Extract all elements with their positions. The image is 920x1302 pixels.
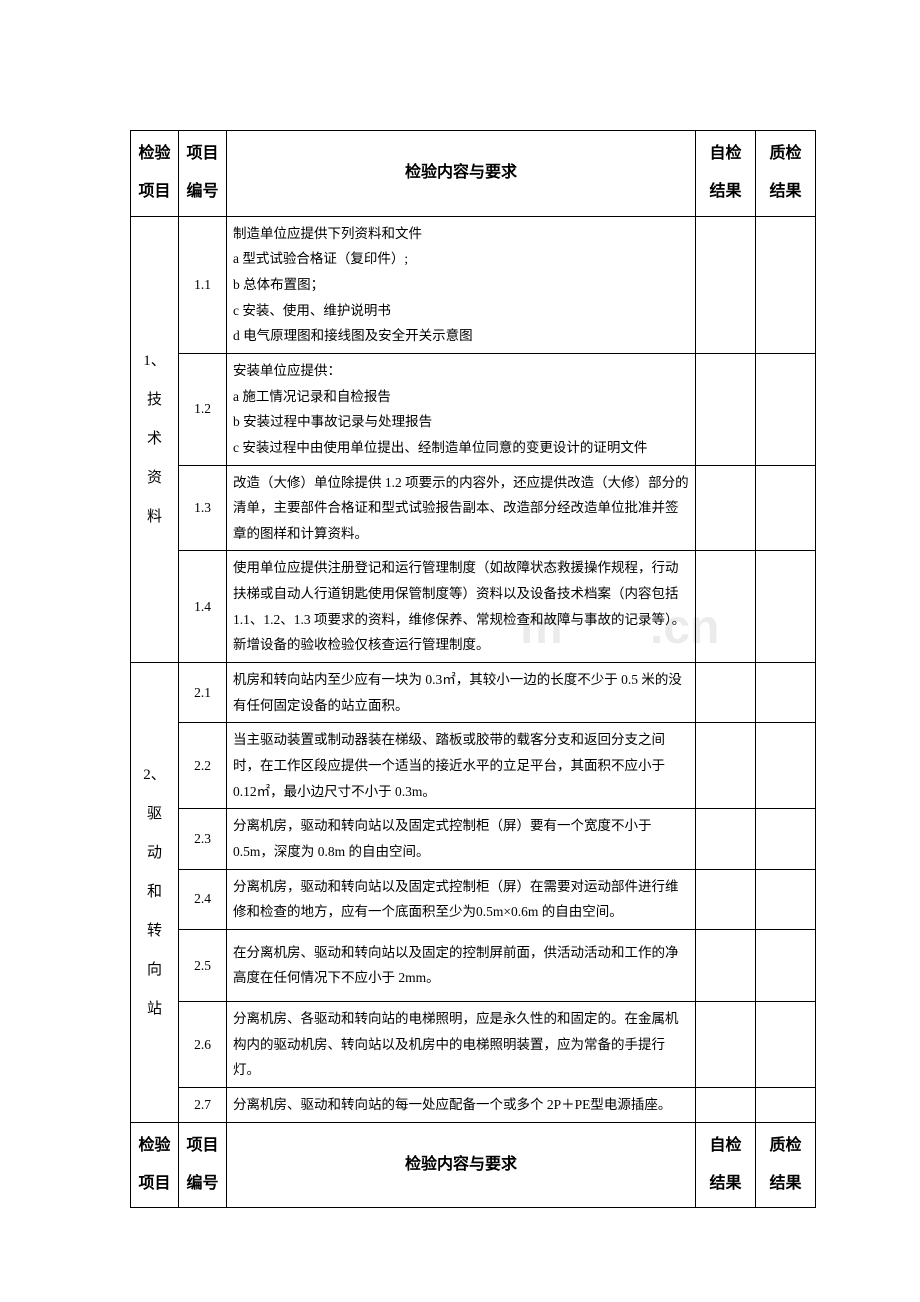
qc-cell bbox=[756, 663, 816, 723]
num-cell: 1.1 bbox=[179, 216, 227, 353]
table-row: 1.4 使用单位应提供注册登记和运行管理制度（如故障状态救援操作规程，行动扶梯或… bbox=[131, 551, 816, 663]
num-cell: 2.6 bbox=[179, 1002, 227, 1088]
qc-cell bbox=[756, 353, 816, 465]
content-cell: 制造单位应提供下列资料和文件 a 型式试验合格证（复印件）; b 总体布置图； … bbox=[227, 216, 696, 353]
num-cell: 2.7 bbox=[179, 1088, 227, 1123]
num-cell: 1.4 bbox=[179, 551, 227, 663]
self-cell bbox=[696, 869, 756, 929]
num-cell: 1.2 bbox=[179, 353, 227, 465]
header-content: 检验内容与要求 bbox=[227, 131, 696, 217]
num-cell: 2.2 bbox=[179, 723, 227, 809]
header-number: 项目编号 bbox=[179, 131, 227, 217]
table-header-row: 检验项目 项目编号 检验内容与要求 自检结果 质检结果 bbox=[131, 131, 816, 217]
qc-cell bbox=[756, 929, 816, 1001]
qc-cell bbox=[756, 869, 816, 929]
header-content: 检验内容与要求 bbox=[227, 1122, 696, 1208]
content-cell: 在分离机房、驱动和转向站以及固定的控制屏前面，供活动活动和工作的净高度在任何情况… bbox=[227, 929, 696, 1001]
content-cell: 分离机房、各驱动和转向站的电梯照明，应是永久性的和固定的。在金属机构内的驱动机房… bbox=[227, 1002, 696, 1088]
table-header-row: 检验项目 项目编号 检验内容与要求 自检结果 质检结果 bbox=[131, 1122, 816, 1208]
self-cell bbox=[696, 551, 756, 663]
qc-cell bbox=[756, 551, 816, 663]
self-cell bbox=[696, 723, 756, 809]
content-cell: 改造（大修）单位除提供 1.2 项要示的内容外，还应提供改造（大修）部分的清单，… bbox=[227, 465, 696, 551]
header-self: 自检结果 bbox=[696, 131, 756, 217]
content-cell: 机房和转向站内至少应有一块为 0.3㎡，其较小一边的长度不少于 0.5 米的没有… bbox=[227, 663, 696, 723]
self-cell bbox=[696, 1002, 756, 1088]
self-cell bbox=[696, 1088, 756, 1123]
content-cell: 使用单位应提供注册登记和运行管理制度（如故障状态救援操作规程，行动扶梯或自动人行… bbox=[227, 551, 696, 663]
num-cell: 2.4 bbox=[179, 869, 227, 929]
inspection-table: 检验项目 项目编号 检验内容与要求 自检结果 质检结果 1、 技 术 资 料 1… bbox=[130, 130, 816, 1208]
table-row: 2.2 当主驱动装置或制动器装在梯级、踏板或胶带的载客分支和返回分支之间时，在工… bbox=[131, 723, 816, 809]
qc-cell bbox=[756, 723, 816, 809]
qc-cell bbox=[756, 1002, 816, 1088]
num-cell: 2.5 bbox=[179, 929, 227, 1001]
header-category: 检验项目 bbox=[131, 1122, 179, 1208]
table-row: 1、 技 术 资 料 1.1 制造单位应提供下列资料和文件 a 型式试验合格证（… bbox=[131, 216, 816, 353]
num-cell: 2.3 bbox=[179, 809, 227, 869]
table-row: 2.4 分离机房，驱动和转向站以及固定式控制柜（屏）在需要对运动部件进行维修和检… bbox=[131, 869, 816, 929]
content-cell: 分离机房，驱动和转向站以及固定式控制柜（屏）在需要对运动部件进行维修和检查的地方… bbox=[227, 869, 696, 929]
category-cell: 2、 驱 动 和 转 向 站 bbox=[131, 663, 179, 1123]
self-cell bbox=[696, 465, 756, 551]
qc-cell bbox=[756, 809, 816, 869]
table-row: 1.2 安装单位应提供： a 施工情况记录和自检报告 b 安装过程中事故记录与处… bbox=[131, 353, 816, 465]
table-row: 2.3 分离机房，驱动和转向站以及固定式控制柜（屏）要有一个宽度不小于 0.5m… bbox=[131, 809, 816, 869]
self-cell bbox=[696, 809, 756, 869]
page: m .cn 检验项目 项目编号 检验内容与要求 自检结果 质检结果 1、 技 术… bbox=[0, 0, 920, 1302]
self-cell bbox=[696, 929, 756, 1001]
header-qc: 质检结果 bbox=[756, 131, 816, 217]
num-cell: 2.1 bbox=[179, 663, 227, 723]
self-cell bbox=[696, 216, 756, 353]
num-cell: 1.3 bbox=[179, 465, 227, 551]
category-cell: 1、 技 术 资 料 bbox=[131, 216, 179, 662]
table-row: 2、 驱 动 和 转 向 站 2.1 机房和转向站内至少应有一块为 0.3㎡，其… bbox=[131, 663, 816, 723]
header-number: 项目编号 bbox=[179, 1122, 227, 1208]
table-row: 2.6 分离机房、各驱动和转向站的电梯照明，应是永久性的和固定的。在金属机构内的… bbox=[131, 1002, 816, 1088]
qc-cell bbox=[756, 465, 816, 551]
content-cell: 当主驱动装置或制动器装在梯级、踏板或胶带的载客分支和返回分支之间时，在工作区段应… bbox=[227, 723, 696, 809]
content-cell: 安装单位应提供： a 施工情况记录和自检报告 b 安装过程中事故记录与处理报告 … bbox=[227, 353, 696, 465]
header-qc: 质检结果 bbox=[756, 1122, 816, 1208]
content-cell: 分离机房，驱动和转向站以及固定式控制柜（屏）要有一个宽度不小于 0.5m，深度为… bbox=[227, 809, 696, 869]
table-row: 1.3 改造（大修）单位除提供 1.2 项要示的内容外，还应提供改造（大修）部分… bbox=[131, 465, 816, 551]
qc-cell bbox=[756, 216, 816, 353]
content-cell: 分离机房、驱动和转向站的每一处应配备一个或多个 2P＋PE型电源插座。 bbox=[227, 1088, 696, 1123]
table-row: 2.7 分离机房、驱动和转向站的每一处应配备一个或多个 2P＋PE型电源插座。 bbox=[131, 1088, 816, 1123]
table-row: 2.5 在分离机房、驱动和转向站以及固定的控制屏前面，供活动活动和工作的净高度在… bbox=[131, 929, 816, 1001]
self-cell bbox=[696, 663, 756, 723]
self-cell bbox=[696, 353, 756, 465]
qc-cell bbox=[756, 1088, 816, 1123]
header-self: 自检结果 bbox=[696, 1122, 756, 1208]
header-category: 检验项目 bbox=[131, 131, 179, 217]
